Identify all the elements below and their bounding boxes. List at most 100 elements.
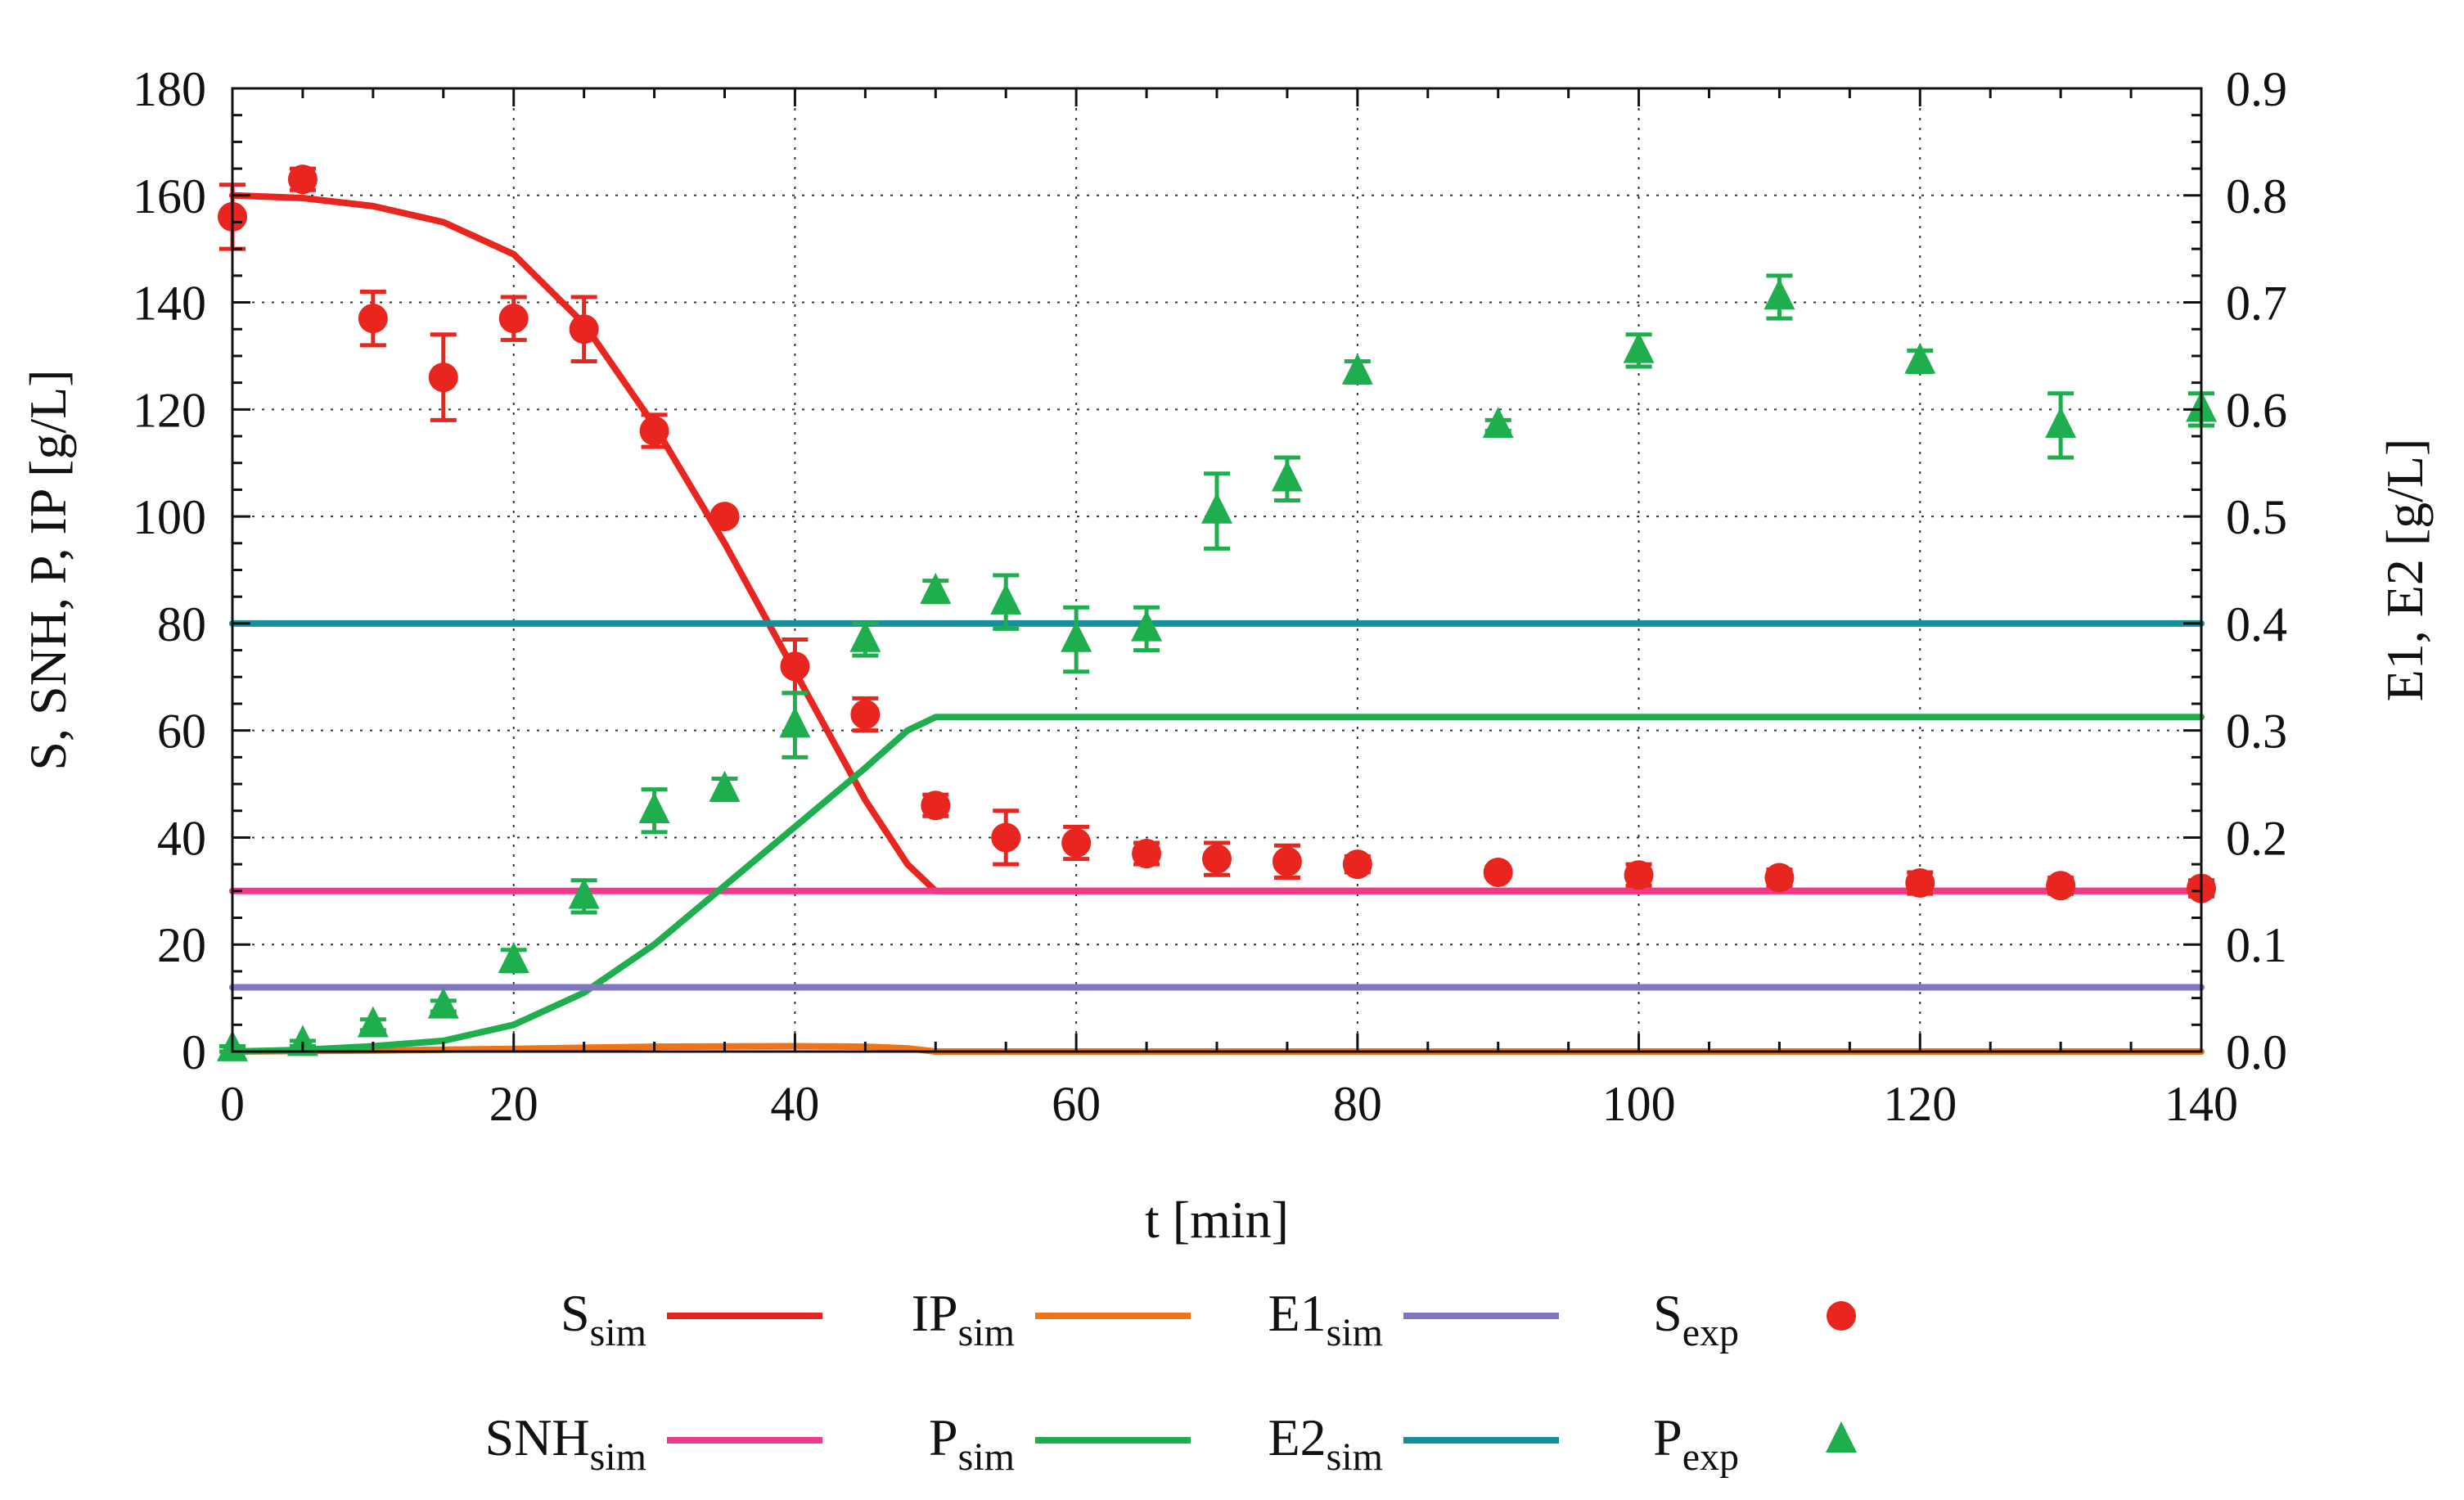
data-point-p-exp (357, 1006, 389, 1038)
y-left-tick-label: 160 (133, 169, 206, 223)
data-point-s-exp (358, 304, 388, 334)
data-point-s-exp (287, 164, 318, 195)
data-point-s-exp (1272, 846, 1302, 876)
data-point-p-exp (498, 942, 529, 974)
legend-name: P (1653, 1408, 1682, 1466)
y-left-tick-label: 0 (182, 1025, 206, 1079)
data-point-s-exp (2046, 871, 2076, 901)
y-right-tick-label: 0.6 (2226, 383, 2287, 437)
x-tick-label: 60 (1052, 1077, 1101, 1131)
data-point-s-exp (991, 822, 1021, 853)
x-tick-label: 140 (2164, 1077, 2238, 1131)
data-point-p-exp (1904, 342, 1936, 374)
legend-label-p-exp: Pexp (1653, 1408, 1739, 1479)
data-point-s-exp (1061, 827, 1092, 858)
data-point-p-exp (427, 987, 459, 1019)
data-point-p-exp (568, 877, 600, 909)
data-point-s-exp (850, 700, 881, 730)
legend-label-p-sim: Psim (929, 1408, 1015, 1479)
x-tick-label: 120 (1883, 1077, 1957, 1131)
data-point-p-exp (1764, 278, 1795, 310)
data-point-s-exp (1483, 857, 1513, 887)
data-point-p-exp (1271, 460, 1303, 492)
legend-name: E2 (1268, 1408, 1327, 1466)
y-right-tick-label: 0.4 (2226, 597, 2287, 651)
legend-swatch-s-exp (1827, 1301, 1856, 1331)
axes (231, 87, 2203, 1053)
legend-name: S (561, 1284, 590, 1342)
y-right-tick-label: 0.0 (2226, 1025, 2287, 1079)
y-left-tick-label: 120 (133, 383, 206, 437)
series-p-sim (229, 714, 2205, 1055)
data-point-p-exp (1131, 610, 1163, 642)
legend-name: E1 (1268, 1284, 1327, 1342)
data-point-p-exp (2045, 407, 2077, 439)
legend-name: P (929, 1408, 958, 1466)
y-left-tick-label: 60 (157, 705, 206, 759)
ticks: 0 20 40 60 80 100 120 140 0 20 40 60 80 100 120 140 160 1… (133, 62, 2287, 1131)
y-right-tick-label: 0.8 (2226, 169, 2287, 223)
data-point-p-exp (1482, 407, 1514, 439)
y-right-tick-label: 0.5 (2226, 490, 2287, 544)
y-left-tick-label: 100 (133, 490, 206, 544)
data-point-p-exp (1201, 492, 1232, 524)
legend-subscript: exp (1682, 1435, 1739, 1479)
data-point-p-exp (1341, 353, 1373, 385)
legend-label-e1-sim: E1sim (1268, 1284, 1383, 1354)
data-point-s-exp (569, 314, 599, 345)
legend-subscript: sim (958, 1435, 1015, 1479)
x-tick-label: 0 (220, 1077, 245, 1131)
data-point-s-exp (1202, 844, 1232, 874)
series-layer (217, 164, 2217, 1061)
data-point-p-exp (920, 572, 952, 604)
plot-frame (231, 87, 2203, 1053)
data-point-p-exp (638, 791, 670, 823)
x-tick-label: 80 (1333, 1077, 1382, 1131)
data-point-s-exp (1764, 863, 1795, 893)
legend-name: IP (912, 1284, 958, 1342)
legend-subscript: sim (1327, 1311, 1383, 1354)
line-p-sim (229, 714, 2205, 1055)
y-left-tick-label: 180 (133, 62, 206, 116)
y-right-tick-label: 0.9 (2226, 62, 2287, 116)
y-right-tick-label: 0.7 (2226, 277, 2287, 331)
legend-subscript: exp (1682, 1311, 1739, 1354)
legend-subscript: sim (1327, 1435, 1383, 1479)
legend-label-s-sim: Ssim (561, 1284, 646, 1354)
grid (232, 88, 2201, 1052)
legend-subscript: sim (590, 1311, 646, 1354)
data-point-s-exp (428, 363, 458, 393)
legend-label-snh-sim: SNHsim (485, 1408, 646, 1479)
data-point-s-exp (1624, 860, 1654, 890)
x-axis-title: t [min] (1145, 1191, 1289, 1249)
x-tick-label: 40 (770, 1077, 819, 1131)
x-tick-label: 100 (1602, 1077, 1676, 1131)
data-point-p-exp (286, 1025, 318, 1056)
series-p-exp (217, 273, 2217, 1061)
y-left-tick-label: 140 (133, 277, 206, 331)
data-point-p-exp (1061, 620, 1092, 652)
data-point-p-exp (990, 583, 1022, 615)
y-left-tick-label: 80 (157, 597, 206, 651)
y-left-tick-label: 20 (157, 918, 206, 972)
data-point-p-exp (709, 770, 741, 802)
legend-name: S (1653, 1284, 1682, 1342)
y-right-tick-label: 0.2 (2226, 811, 2287, 865)
data-point-p-exp (779, 706, 811, 738)
data-point-s-exp (1342, 849, 1372, 880)
legend-label-s-exp: Sexp (1653, 1284, 1739, 1354)
y-axis-right-title: E1, E2 [g/L] (2376, 439, 2434, 702)
data-point-s-exp (1132, 839, 1162, 869)
data-point-s-exp (639, 416, 669, 446)
data-point-s-exp (780, 651, 810, 682)
data-point-s-exp (921, 791, 951, 821)
legend-label-e2-sim: E2sim (1268, 1408, 1383, 1479)
y-axis-left-title: S, SNH, P, IP [g/L] (19, 369, 77, 770)
data-point-s-exp (1905, 868, 1935, 899)
y-left-tick-label: 40 (157, 811, 206, 865)
legend-swatch-p-exp (1826, 1421, 1857, 1453)
data-point-s-exp (498, 304, 529, 334)
legend-subscript: sim (958, 1311, 1015, 1354)
x-tick-label: 20 (489, 1077, 538, 1131)
